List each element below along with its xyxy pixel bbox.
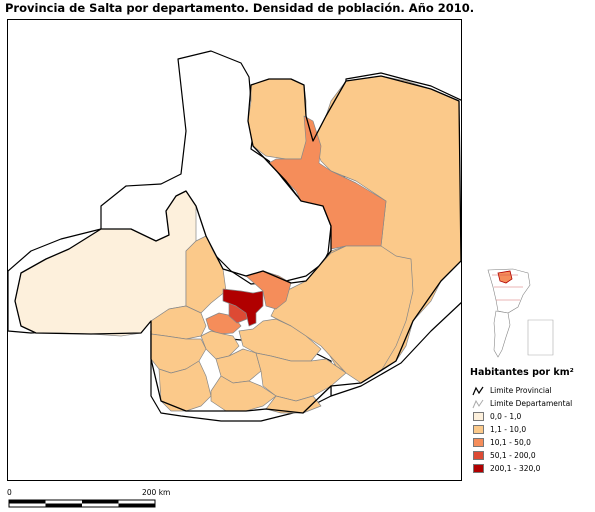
department-chicoana xyxy=(200,330,240,360)
provincial-limit-line-icon xyxy=(472,386,484,396)
scale-end-label: 200 km xyxy=(142,488,171,497)
legend-swatch xyxy=(473,438,484,447)
scale-start-label: 0 xyxy=(7,488,12,497)
inset-argentina-north xyxy=(487,268,531,314)
legend-swatch xyxy=(473,425,484,434)
inset-argentina-south xyxy=(493,310,511,358)
departmental-limit-line-icon xyxy=(472,399,484,409)
provincial-boundary xyxy=(14,75,461,414)
legend-swatch xyxy=(473,412,484,421)
map-title: Provincia de Salta por departamento. Den… xyxy=(5,1,475,15)
map-frame xyxy=(7,19,462,481)
inset-location-map xyxy=(468,265,560,360)
department-metan xyxy=(255,352,347,402)
department-la-candelaria xyxy=(210,375,277,412)
inset-malvinas xyxy=(527,319,554,356)
legend-swatch xyxy=(473,464,484,473)
department-santa-victoria xyxy=(247,78,314,160)
legend-swatch xyxy=(473,451,484,460)
inset-salta-highlight xyxy=(497,270,513,284)
department-capital xyxy=(222,288,264,327)
scale-bar xyxy=(8,499,156,508)
main-map xyxy=(8,50,461,422)
legend-title: Habitantes por km² xyxy=(470,367,574,378)
